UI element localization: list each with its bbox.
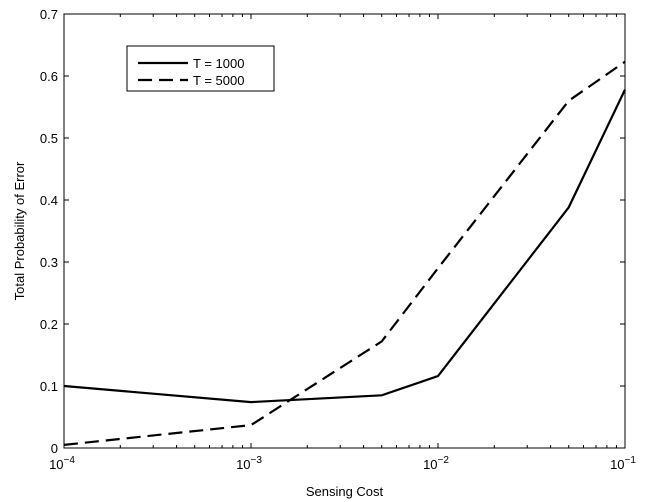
x-tick-label: 10−1 bbox=[610, 455, 636, 472]
series-lines bbox=[63, 60, 626, 446]
y-axis-label: Total Probability of Error bbox=[12, 161, 27, 300]
legend: T = 1000 T = 5000 bbox=[126, 45, 275, 92]
y-tick-labels: 0 0.1 0.2 0.3 0.4 0.5 0.6 0.7 bbox=[40, 7, 58, 456]
x-tick-label: 10−4 bbox=[49, 455, 75, 472]
legend-label-t5000: T = 5000 bbox=[193, 73, 244, 88]
x-tick-labels: 10−4 10−3 10−2 10−1 bbox=[49, 455, 636, 472]
y-tick-label: 0.2 bbox=[40, 317, 58, 332]
x-tick-label: 10−3 bbox=[236, 455, 262, 472]
x-tick-label: 10−2 bbox=[423, 455, 449, 472]
y-tick-label: 0.6 bbox=[40, 69, 58, 84]
series-line-t5000 bbox=[63, 60, 626, 446]
y-tick-label: 0 bbox=[51, 441, 58, 456]
y-tick-label: 0.4 bbox=[40, 193, 58, 208]
y-tick-label: 0.1 bbox=[40, 379, 58, 394]
series-line-t1000 bbox=[63, 89, 626, 404]
y-tick-label: 0.5 bbox=[40, 131, 58, 146]
y-tick-label: 0.3 bbox=[40, 255, 58, 270]
y-tick-label: 0.7 bbox=[40, 7, 58, 22]
legend-box bbox=[126, 45, 275, 92]
legend-label-t1000: T = 1000 bbox=[193, 56, 244, 71]
x-axis-label: Sensing Cost bbox=[306, 484, 384, 499]
